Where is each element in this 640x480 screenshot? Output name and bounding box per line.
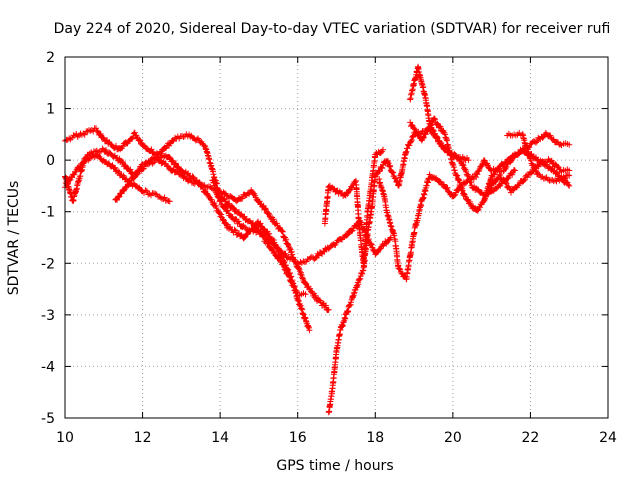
series-sat-k	[504, 129, 573, 185]
x-tick-label: 14	[211, 430, 229, 446]
y-tick-label: -1	[41, 205, 55, 221]
y-tick-label: 2	[46, 50, 55, 66]
series-sat-j	[407, 115, 573, 214]
series-sat-l	[484, 156, 573, 196]
plot-area	[62, 63, 573, 416]
series-markers	[321, 146, 386, 267]
series-markers	[376, 130, 573, 283]
y-tick-label: 1	[46, 102, 55, 118]
y-tick-label: -3	[41, 308, 55, 324]
x-tick-label: 24	[599, 430, 617, 446]
series-markers	[209, 177, 309, 299]
x-tick-label: 18	[366, 430, 384, 446]
x-axis-label: GPS time / hours	[276, 458, 393, 474]
x-tick-label: 12	[134, 430, 152, 446]
y-axis-label: SDTVAR / TECUs	[6, 181, 22, 296]
series-sat-i	[407, 63, 472, 164]
series-sat-g	[321, 146, 386, 267]
series-markers	[484, 156, 573, 196]
plot-frame	[64, 56, 609, 419]
y-tick-label: -4	[41, 359, 55, 375]
series-markers	[407, 115, 573, 214]
x-tick-label: 22	[522, 430, 540, 446]
series-sat-d	[112, 156, 332, 313]
series-sat-e	[209, 177, 309, 299]
x-tick-label: 10	[56, 430, 74, 446]
grid-lines	[65, 57, 608, 418]
series-markers	[112, 156, 332, 313]
y-tick-label: -2	[41, 256, 55, 272]
y-tick-label: -5	[41, 411, 55, 427]
series-markers	[407, 63, 472, 164]
x-tick-label: 20	[444, 430, 462, 446]
x-tick-label: 16	[289, 430, 307, 446]
y-tick-labels: 2 1 0 -1 -2 -3 -4 -5	[41, 50, 55, 427]
y-tick-label: 0	[46, 153, 55, 169]
chart-title: Day 224 of 2020, Sidereal Day-to-day VTE…	[54, 21, 611, 37]
x-tick-labels: 10 12 14 16 18 20 22 24	[56, 430, 617, 446]
